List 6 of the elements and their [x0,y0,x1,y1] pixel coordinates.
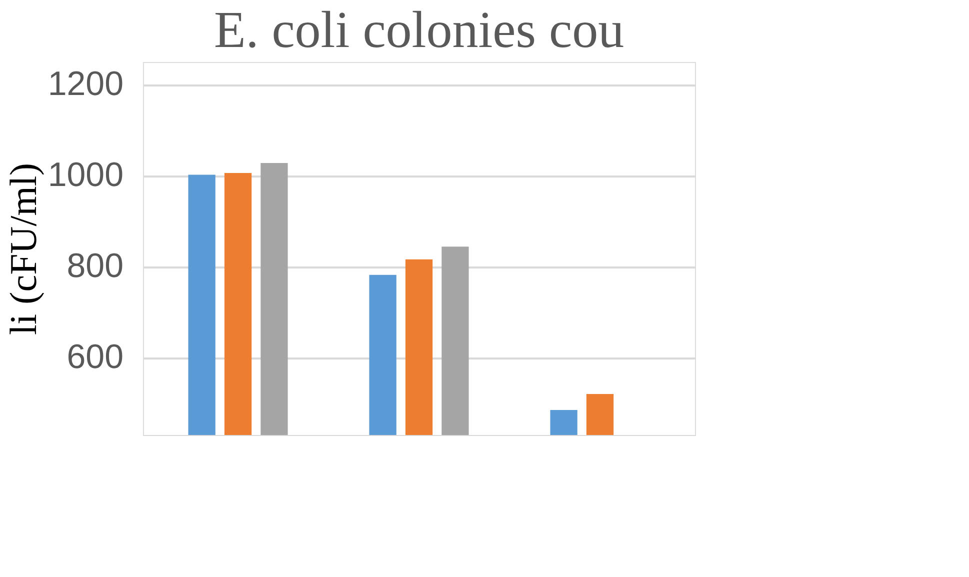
y-tick-label: 1200 [48,65,124,104]
y-axis-title: li (cFU/ml) [2,162,45,336]
y-tick-label: 1000 [48,156,124,194]
y-tick-label: 600 [66,338,124,376]
y-tick-label: 800 [66,247,124,286]
chart-title: E. coli colonies cou [214,2,624,59]
